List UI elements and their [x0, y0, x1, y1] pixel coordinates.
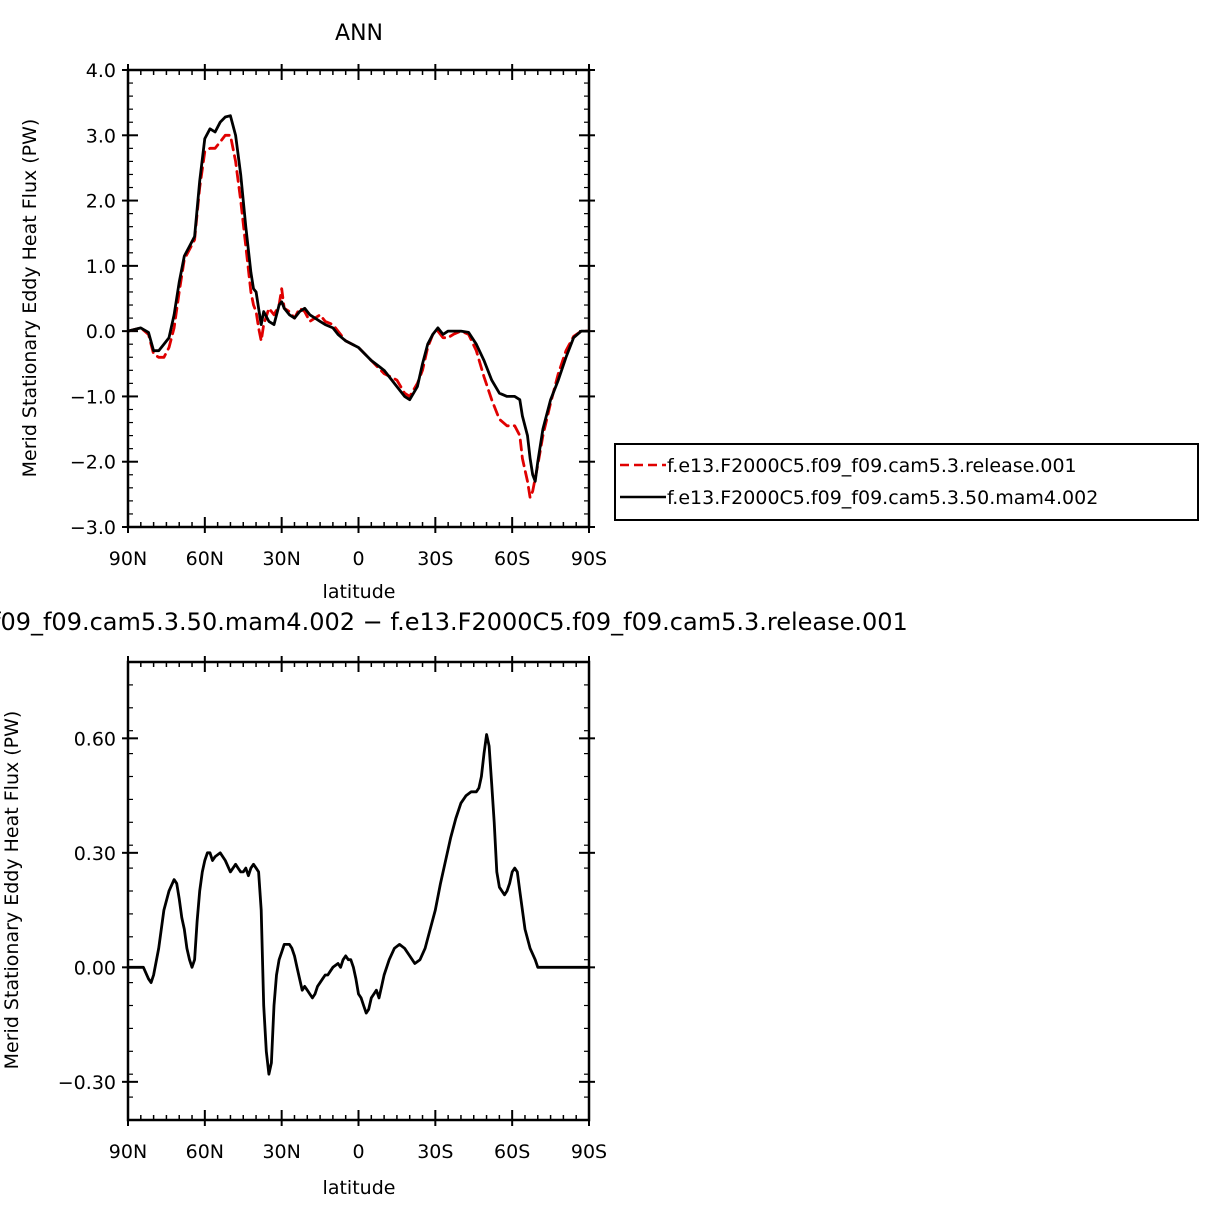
- panel-1-title: ANN: [335, 21, 383, 46]
- panel-1-x-axis-label: latitude: [323, 581, 396, 603]
- x-tick-label: 60S: [494, 548, 530, 570]
- panel-2-axis-ticks: [122, 656, 595, 1126]
- y-tick-label: −1.0: [70, 386, 116, 408]
- series-line-difference: [126, 733, 591, 1076]
- panel-2-difference: f.e13.F2000C5.f09_f09.cam5.3.50.mam4.002…: [0, 608, 908, 1199]
- panel-2-title: f.e13.F2000C5.f09_f09.cam5.3.50.mam4.002…: [0, 608, 908, 636]
- x-tick-label: 60N: [186, 1141, 224, 1163]
- panel-1-series-lines: [126, 114, 591, 499]
- panel-1-y-axis-label: Merid Stationary Eddy Heat Flux (PW): [19, 119, 41, 478]
- x-tick-label: 30N: [262, 548, 300, 570]
- x-tick-label: 90S: [571, 1141, 607, 1163]
- legend-entry-release-001: f.e13.F2000C5.f09_f09.cam5.3.release.001: [667, 455, 1077, 477]
- x-tick-label: 0: [352, 1141, 364, 1163]
- panel-1-y-tick-labels: −3.0 −2.0 −1.0 0.0 1.0 2.0 3.0 4.0: [70, 60, 116, 539]
- y-tick-label: 2.0: [86, 191, 116, 213]
- legend-box: [614, 443, 1199, 521]
- y-tick-label: 4.0: [86, 60, 116, 82]
- series-line-release-001: [126, 133, 591, 499]
- y-tick-label: 0.00: [74, 957, 116, 979]
- x-tick-label: 0: [352, 548, 364, 570]
- panel-1-plot-frame: [126, 68, 591, 529]
- y-tick-label: −3.0: [70, 517, 116, 539]
- x-tick-label: 60S: [494, 1141, 530, 1163]
- panel-2-x-axis-label: latitude: [323, 1177, 396, 1199]
- x-tick-label: 90S: [571, 548, 607, 570]
- y-tick-label: 3.0: [86, 125, 116, 147]
- x-tick-label: 90N: [109, 548, 147, 570]
- y-tick-label: 0.0: [86, 321, 116, 343]
- panel-1-annual-flux: ANN −3.0 −2.0 −1.0 0.0 1.0 2.0 3.0 4.0 90N 60N 30…: [19, 21, 1199, 603]
- y-tick-label: −0.30: [58, 1072, 116, 1094]
- y-tick-label: 1.0: [86, 256, 116, 278]
- x-tick-label: 30S: [417, 548, 453, 570]
- x-tick-label: 60N: [186, 548, 224, 570]
- panel-2-y-axis-label: Merid Stationary Eddy Heat Flux (PW): [1, 711, 23, 1070]
- panel-2-series-lines: [126, 733, 591, 1076]
- series-line-mam4-002: [126, 114, 591, 483]
- panel-1-x-tick-labels: 90N 60N 30N 0 30S 60S 90S: [109, 548, 607, 570]
- panel-2-x-tick-labels: 90N 60N 30N 0 30S 60S 90S: [109, 1141, 607, 1163]
- panel-2-y-tick-labels: −0.30 0.00 0.30 0.60: [58, 728, 116, 1094]
- y-tick-label: 0.60: [74, 728, 116, 750]
- y-tick-label: 0.30: [74, 843, 116, 865]
- x-tick-label: 30N: [262, 1141, 300, 1163]
- x-tick-label: 30S: [417, 1141, 453, 1163]
- panel-2-plot-frame: [126, 660, 591, 1122]
- x-tick-label: 90N: [109, 1141, 147, 1163]
- y-tick-label: −2.0: [70, 452, 116, 474]
- legend-entry-mam4-002: f.e13.F2000C5.f09_f09.cam5.3.50.mam4.002: [667, 487, 1098, 509]
- legend: f.e13.F2000C5.f09_f09.cam5.3.release.001…: [614, 443, 1199, 521]
